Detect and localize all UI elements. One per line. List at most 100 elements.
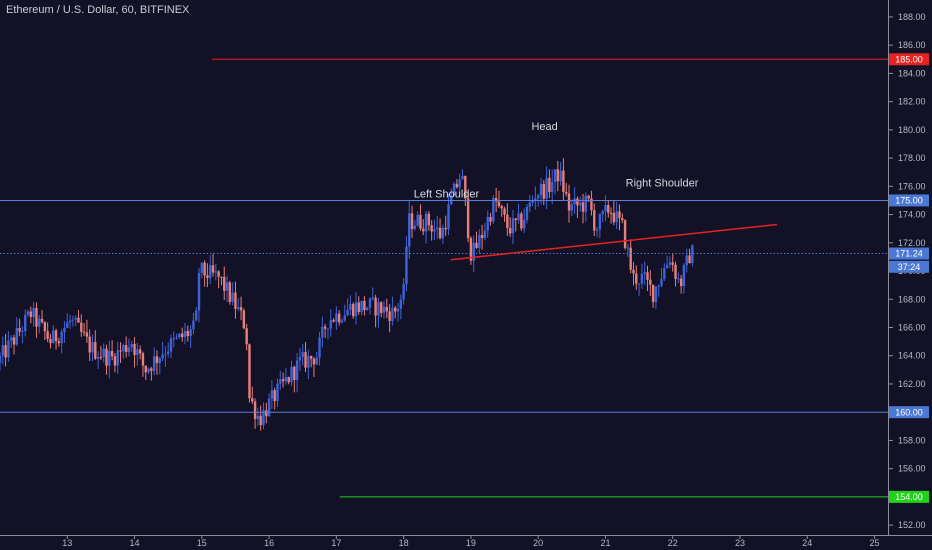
candle bbox=[155, 350, 159, 375]
candle bbox=[497, 190, 501, 208]
candle bbox=[444, 215, 447, 236]
candle bbox=[136, 342, 139, 366]
candle bbox=[657, 284, 660, 297]
candle bbox=[483, 222, 487, 241]
candle bbox=[91, 334, 94, 362]
candle-body bbox=[635, 273, 638, 284]
candle-body bbox=[141, 353, 145, 366]
time-axis[interactable]: 13 14 15 16 17 18 19 20 21 22 23 24 25 bbox=[62, 535, 880, 548]
candle bbox=[122, 343, 125, 359]
candle bbox=[635, 265, 638, 290]
candle-body bbox=[640, 273, 644, 284]
candle bbox=[618, 204, 621, 231]
candle-body bbox=[248, 344, 251, 399]
candle-body bbox=[550, 182, 554, 193]
candle bbox=[40, 309, 44, 324]
x-tick-label: 13 bbox=[62, 538, 72, 548]
x-tick-label: 14 bbox=[130, 538, 140, 548]
candle-body bbox=[410, 213, 414, 230]
candle-body bbox=[329, 320, 332, 329]
y-tick-label: 162.00 bbox=[898, 379, 926, 389]
candle bbox=[60, 329, 63, 354]
candle-body bbox=[413, 225, 417, 230]
candle-body bbox=[46, 331, 49, 339]
candle-body bbox=[598, 214, 602, 230]
candle-body bbox=[380, 302, 383, 313]
candle-body bbox=[281, 379, 285, 382]
candle bbox=[309, 355, 313, 368]
candle bbox=[74, 315, 77, 327]
candle bbox=[621, 213, 624, 224]
candle bbox=[346, 298, 349, 316]
candle-body bbox=[615, 211, 618, 223]
candle-body bbox=[360, 300, 363, 312]
candle bbox=[562, 158, 565, 201]
candle-body bbox=[256, 415, 260, 419]
candle bbox=[570, 199, 574, 217]
candle bbox=[430, 220, 433, 241]
candle bbox=[29, 306, 33, 324]
candle bbox=[166, 342, 170, 358]
level-price-tag: 154.00 bbox=[889, 490, 929, 503]
candle-body bbox=[295, 360, 299, 380]
candle-body bbox=[612, 212, 616, 223]
candle-body bbox=[363, 300, 366, 311]
last-price-tag: 171.24 bbox=[889, 247, 929, 260]
candle-body bbox=[0, 355, 2, 363]
candle-body bbox=[326, 328, 330, 330]
candle-body bbox=[91, 342, 94, 353]
candle bbox=[172, 331, 175, 348]
countdown-tag-text: 37:24 bbox=[898, 262, 921, 272]
candle-body bbox=[674, 264, 677, 280]
candle bbox=[567, 184, 571, 223]
candle-body bbox=[668, 262, 672, 265]
x-tick-label: 23 bbox=[735, 538, 745, 548]
candle bbox=[380, 301, 383, 318]
candle bbox=[267, 393, 271, 417]
level-price-tag-text: 185.00 bbox=[895, 54, 923, 64]
candle-body bbox=[253, 401, 257, 419]
candle-body bbox=[105, 348, 108, 366]
candle bbox=[206, 263, 209, 288]
candle bbox=[164, 346, 167, 367]
annotation-label: Head bbox=[531, 121, 557, 133]
candle-body bbox=[517, 213, 520, 221]
candle bbox=[489, 212, 492, 226]
candle-body bbox=[461, 175, 464, 180]
candle bbox=[337, 310, 341, 326]
candle bbox=[391, 296, 394, 326]
candle-body bbox=[82, 331, 86, 333]
candle-body bbox=[116, 350, 119, 366]
candle bbox=[506, 203, 509, 236]
candle bbox=[124, 336, 128, 358]
candle bbox=[293, 365, 296, 393]
candle-body bbox=[576, 198, 579, 206]
candle bbox=[96, 351, 100, 369]
candle-body bbox=[663, 268, 666, 279]
candle-body bbox=[130, 344, 133, 348]
candle-body bbox=[436, 227, 439, 230]
candle-body bbox=[371, 297, 375, 299]
candle bbox=[335, 306, 338, 330]
candle-body bbox=[301, 352, 304, 357]
last-price-tag-text: 171.24 bbox=[895, 249, 923, 259]
candle bbox=[150, 366, 153, 381]
candle bbox=[419, 204, 422, 231]
candle-body bbox=[514, 218, 517, 221]
candle-body bbox=[197, 272, 201, 311]
y-tick-label: 178.00 bbox=[898, 153, 926, 163]
candle-body bbox=[691, 245, 694, 264]
candle-body bbox=[408, 213, 411, 247]
candle-body bbox=[189, 329, 192, 337]
candle-body bbox=[68, 320, 72, 323]
candle bbox=[138, 345, 142, 360]
candle bbox=[105, 344, 108, 375]
candle-body bbox=[279, 379, 282, 384]
candle bbox=[323, 323, 327, 338]
candle bbox=[640, 263, 644, 289]
candle-body bbox=[365, 307, 369, 311]
y-tick-label: 164.00 bbox=[898, 351, 926, 361]
candle bbox=[691, 244, 694, 267]
candle-body bbox=[164, 353, 167, 355]
